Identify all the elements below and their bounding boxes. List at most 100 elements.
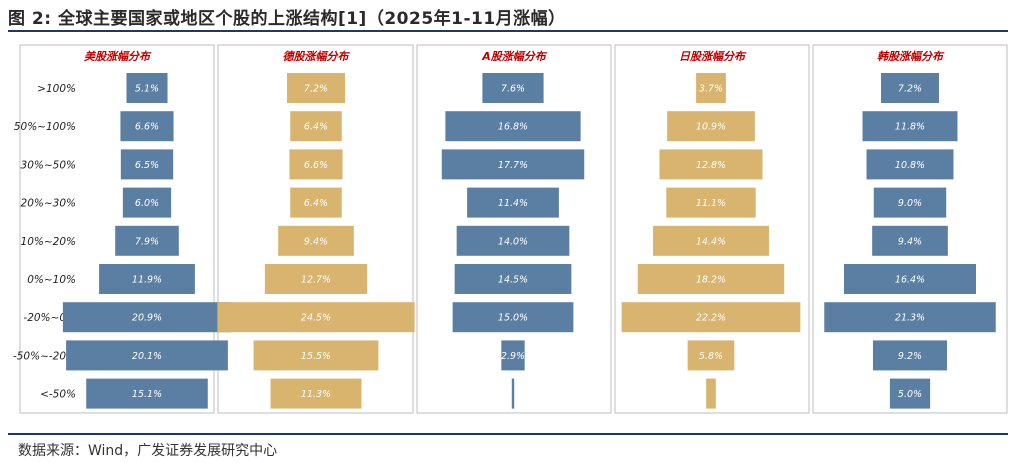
bar-value-label: 11.4%	[498, 198, 528, 209]
bar-value-label: 6.6%	[135, 122, 159, 133]
source-note: 数据来源：Wind，广发证券发展研究中心	[18, 443, 278, 459]
bar	[120, 111, 174, 142]
bar	[452, 302, 574, 333]
bar	[278, 225, 354, 256]
bar	[824, 302, 996, 333]
bottom-rule	[8, 433, 1008, 435]
bar-value-label: 11.9%	[132, 275, 162, 286]
bar	[253, 340, 379, 371]
bar-value-label: 15.5%	[301, 351, 331, 362]
category-label: 30%~50%	[21, 159, 76, 171]
bar	[289, 149, 343, 180]
bar-value-label: 11.3%	[301, 389, 331, 400]
bar-value-label: 22.2%	[696, 313, 726, 324]
bar-value-label: 9.2%	[898, 351, 922, 362]
bar	[866, 149, 954, 180]
panel-frame-4	[614, 44, 810, 414]
bar	[873, 187, 947, 218]
bar	[637, 264, 785, 294]
bar	[122, 187, 172, 218]
bar	[687, 340, 735, 371]
panel-title: A股涨幅分布	[481, 50, 548, 63]
bar-value-label: 3.7%	[699, 84, 723, 95]
bar	[862, 111, 958, 142]
bar	[126, 73, 168, 103]
bar	[889, 378, 931, 409]
panel-frame-5	[812, 44, 1008, 414]
bar	[666, 187, 756, 218]
category-label: -50%~-20%	[13, 350, 76, 362]
panel-title: 日股涨幅分布	[679, 50, 747, 63]
category-label: >100%	[37, 83, 76, 95]
bar-value-label: 14.4%	[696, 236, 726, 247]
bar-value-label: 2.9%	[501, 351, 525, 362]
bar-value-label: 21.3%	[895, 313, 925, 324]
panel-title: 德股涨幅分布	[283, 50, 351, 63]
bar-value-label: 20.1%	[132, 351, 162, 362]
bar-value-label: 14.0%	[498, 236, 528, 247]
bar-value-label: 11.8%	[895, 122, 925, 133]
bar	[445, 111, 581, 142]
bar-value-label: 15.1%	[132, 389, 162, 400]
bar-value-label: 6.6%	[304, 160, 328, 171]
category-label: -20%~0%	[23, 312, 76, 324]
bar-value-label: 7.2%	[898, 84, 922, 95]
bar	[115, 225, 179, 256]
bar-value-label: 17.7%	[498, 160, 528, 171]
bar	[454, 264, 572, 294]
bar	[621, 302, 801, 333]
bar-value-label: 5.0%	[898, 389, 922, 400]
panel-title: 韩股涨幅分布	[877, 50, 945, 63]
bar	[653, 225, 769, 256]
category-label: 50%~100%	[14, 121, 76, 133]
bar	[264, 264, 368, 294]
bar	[290, 111, 342, 142]
bar-value-label: 10.8%	[895, 160, 925, 171]
bar	[501, 340, 525, 371]
bar	[482, 73, 544, 103]
category-label: 0%~10%	[27, 274, 76, 286]
bar-value-label: 16.4%	[895, 275, 925, 286]
bar-value-label: 5.1%	[135, 84, 159, 95]
bar	[872, 225, 948, 256]
bar-value-label: 6.4%	[304, 198, 328, 209]
bar-value-label: 12.8%	[696, 160, 726, 171]
bar	[511, 378, 515, 409]
category-label: 20%~30%	[21, 198, 76, 210]
bar-value-label: 5.8%	[699, 351, 723, 362]
bar-value-label: 18.2%	[696, 275, 726, 286]
category-label: 10%~20%	[21, 236, 76, 248]
bar-value-label: 7.2%	[304, 84, 328, 95]
bar	[66, 340, 228, 371]
bar-value-label: 7.9%	[135, 236, 159, 247]
bar-value-label: 9.0%	[898, 198, 922, 209]
bar	[120, 149, 174, 180]
bar	[86, 378, 208, 409]
bar	[872, 340, 948, 371]
bar-value-label: 15.0%	[498, 313, 528, 324]
bar-value-label: 6.5%	[135, 160, 159, 171]
category-label: <-50%	[40, 389, 76, 401]
bar-value-label: 9.4%	[898, 236, 922, 247]
panel-title: 美股涨幅分布	[84, 50, 152, 63]
bar	[287, 73, 345, 103]
bar	[706, 378, 716, 409]
bar	[696, 73, 726, 103]
bar-value-label: 24.5%	[301, 313, 331, 324]
bar	[843, 264, 977, 294]
top-rule	[8, 30, 1008, 32]
bar-value-label: 9.4%	[304, 236, 328, 247]
panel-frame-1	[19, 44, 215, 414]
bar	[441, 149, 585, 180]
bar-value-label: 7.6%	[501, 84, 525, 95]
bar-value-label: 12.7%	[301, 275, 331, 286]
bar-value-label: 6.0%	[135, 198, 159, 209]
figure-title: 图 2: 全球主要国家或地区个股的上涨结构[1]（2025年1-11月涨幅）	[8, 9, 566, 29]
bar-value-label: 11.1%	[696, 198, 726, 209]
bar-value-label: 14.5%	[498, 275, 528, 286]
bar-value-label: 6.4%	[304, 122, 328, 133]
bar	[881, 73, 939, 103]
panel-frame-3	[416, 44, 612, 414]
bar	[467, 187, 559, 218]
bar-value-label: 16.8%	[498, 122, 528, 133]
